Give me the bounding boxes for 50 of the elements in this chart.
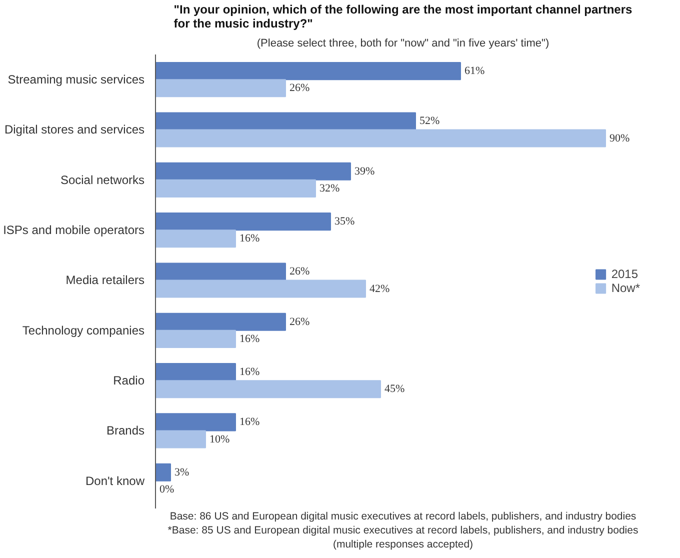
text: Base: 86 US and European digital music executives at record labels, publishers, and industry bodies (170, 510, 636, 522)
bar (156, 230, 236, 248)
data-label: 0% (160, 483, 174, 496)
data-label: 26% (290, 316, 310, 328)
data-label: 26% (290, 266, 310, 278)
bar (156, 312, 286, 331)
data-label: 45% (384, 383, 405, 396)
data-label: 10% (210, 433, 230, 446)
data-label: 35% (334, 216, 355, 228)
bar (156, 179, 316, 198)
y-tick-label: ISPs and mobile operators (3, 223, 145, 238)
legend-label: 2015 (611, 267, 638, 281)
bar (156, 280, 366, 298)
data-label: 16% (240, 232, 260, 245)
data-label: 61% (464, 65, 485, 78)
text: *Base: 85 US and European digital music executives at record labels, publishers, and industry bodies (multiple responses accepted) (168, 524, 638, 550)
data-label: 90% (610, 132, 630, 144)
data-label: 32% (320, 182, 340, 194)
legend-label: Now* (611, 281, 640, 295)
data-label: 16% (240, 366, 260, 378)
bar (156, 430, 206, 448)
bar (156, 463, 171, 482)
bar (156, 262, 286, 281)
data-label: 39% (354, 165, 375, 178)
chart-subtitle: (Please select three, both for "now" and "in five years' time") (256, 38, 550, 50)
y-tick-label: Media retailers (66, 273, 145, 288)
bar (156, 79, 286, 98)
data-label: 3% (174, 466, 190, 478)
chart-title: "In your opinion, which of the following are the most important channel partners for the music industry?" (174, 2, 633, 30)
bar (156, 112, 416, 130)
data-label: 42% (370, 282, 390, 295)
bar (156, 162, 351, 180)
y-tick-label: Radio (113, 374, 145, 388)
bar (156, 62, 461, 80)
y-tick-label: Brands (106, 424, 145, 438)
bar (156, 363, 236, 382)
y-tick-label: Streaming music services (8, 72, 145, 87)
y-tick-label: Don't know (86, 474, 145, 488)
y-tick-label: Digital stores and services (4, 122, 145, 137)
bar (156, 129, 606, 148)
bar (156, 330, 236, 348)
data-label: 16% (240, 416, 260, 428)
y-tick-label: Social networks (60, 172, 145, 187)
bar (156, 413, 236, 432)
y-tick-label: Technology companies (22, 323, 145, 338)
data-label: 16% (240, 332, 260, 345)
data-label: 52% (420, 115, 440, 128)
data-label: 26% (290, 82, 310, 94)
bar (156, 212, 331, 231)
bar (156, 380, 381, 398)
